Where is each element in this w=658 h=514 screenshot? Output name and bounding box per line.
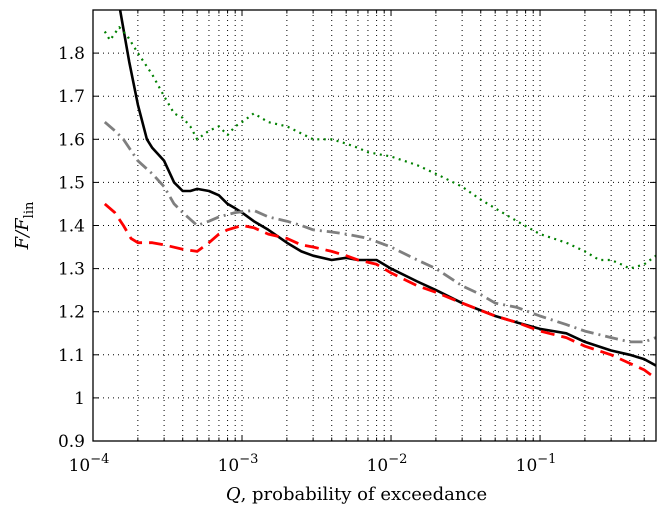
series-layer (103, 10, 656, 380)
y-tick-label: 1.8 (58, 44, 85, 64)
y-tick-label: 1 (74, 389, 85, 409)
y-tick-label: 1.5 (58, 173, 85, 193)
x-tick-label: 10−2 (367, 452, 408, 476)
plot-frame (92, 9, 657, 442)
y-tick-label: 1.3 (58, 260, 85, 280)
x-tick-label: 10−1 (516, 452, 557, 476)
y-tick-label: 1.1 (58, 346, 85, 366)
series-line-1 (118, 10, 656, 367)
x-axis-label: Q, probability of exceedance (226, 484, 487, 505)
y-tick-label: 1.4 (58, 217, 85, 237)
series-line-3 (103, 202, 656, 380)
y-tick-label: 1.6 (58, 130, 85, 150)
y-axis-label: F/Flin (12, 201, 37, 250)
y-tick-label: 1.7 (58, 87, 85, 107)
series-line-4 (103, 26, 656, 270)
x-tick-label: 10−4 (69, 452, 110, 476)
grid-layer (93, 10, 656, 441)
x-tick-label: 10−3 (218, 452, 259, 476)
y-tick-label: 0.9 (58, 432, 85, 452)
tick-layer: 0.9 1 1.1 1.2 1.3 1.4 1.5 1.6 1.7 1.8 10−4 10−3 10−2… (58, 10, 656, 476)
y-tick-label: 1.2 (58, 303, 85, 323)
